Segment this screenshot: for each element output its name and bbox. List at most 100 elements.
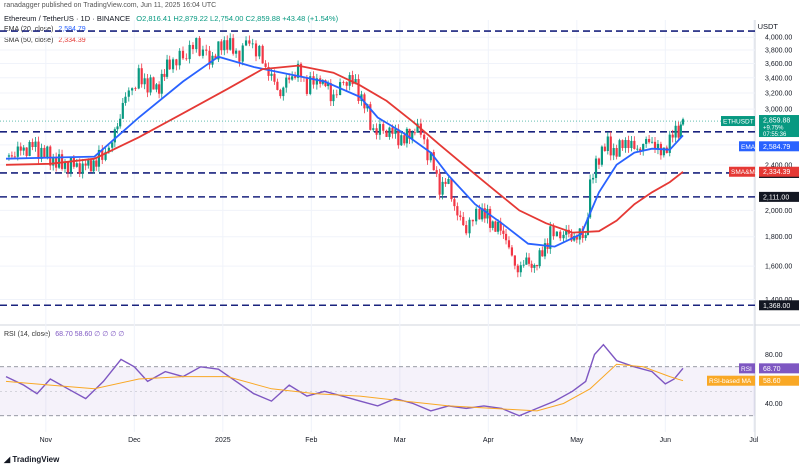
candle-body bbox=[645, 138, 648, 144]
candle-body bbox=[642, 143, 645, 151]
candle-body bbox=[502, 230, 505, 234]
candle-body bbox=[400, 135, 403, 146]
candle-body bbox=[75, 163, 78, 167]
candle-body bbox=[475, 208, 478, 222]
candle-body bbox=[606, 136, 609, 151]
sma-tag-box bbox=[729, 166, 755, 177]
candle-body bbox=[217, 41, 220, 60]
rsi-name-tag: RSI bbox=[741, 366, 752, 373]
ema-value-box bbox=[759, 141, 799, 152]
candle-body bbox=[681, 119, 685, 125]
level-label: 2,111.00 bbox=[763, 194, 789, 201]
candle-body bbox=[397, 129, 400, 146]
candle-body bbox=[594, 158, 598, 178]
candle-body bbox=[516, 265, 519, 273]
candle-body bbox=[388, 127, 391, 137]
candle-body bbox=[163, 73, 166, 77]
currency-label: USDT bbox=[757, 22, 778, 31]
candle-body bbox=[131, 88, 134, 91]
candle-body bbox=[251, 43, 254, 45]
rsi-legend-values: 68.70 58.60 ∅ ∅ ∅ ∅ bbox=[55, 331, 125, 338]
rsi-tick-label: 40.00 bbox=[765, 401, 783, 408]
candle-body bbox=[653, 141, 657, 150]
candle-body bbox=[499, 221, 502, 231]
candle-body bbox=[214, 55, 217, 60]
candle-body bbox=[357, 79, 360, 102]
candle-body bbox=[309, 76, 312, 94]
candle-body bbox=[335, 94, 338, 96]
candle-body bbox=[160, 73, 163, 94]
candle-body bbox=[127, 90, 130, 97]
candle-body bbox=[124, 96, 127, 103]
candle-body bbox=[465, 225, 468, 234]
rsi-line bbox=[5, 343, 684, 417]
rsi-legend-label: RSI (14, close) bbox=[4, 331, 51, 338]
candle-body bbox=[394, 129, 397, 134]
candle-body bbox=[238, 50, 241, 62]
candle-body bbox=[178, 50, 181, 66]
rsi-value-box bbox=[759, 375, 799, 386]
rsi-value-label: 68.70 bbox=[763, 366, 781, 373]
y-tick-label: 2,000.00 bbox=[765, 208, 792, 215]
candle-body bbox=[403, 135, 406, 144]
candle-body bbox=[220, 41, 223, 51]
candle-body bbox=[37, 141, 40, 159]
candle-body bbox=[188, 44, 191, 60]
sma-value-box bbox=[759, 166, 799, 177]
candle-body bbox=[453, 199, 456, 207]
rsi-legend[interactable]: RSI (14, close) 68.70 58.60 ∅ ∅ ∅ ∅ bbox=[4, 330, 124, 338]
candle-body bbox=[496, 221, 500, 232]
candle-body bbox=[273, 73, 276, 82]
candle-body bbox=[636, 148, 639, 150]
candle-body bbox=[413, 132, 416, 134]
candle-body bbox=[597, 158, 601, 165]
ema-tag-box bbox=[739, 141, 755, 152]
candle-body bbox=[581, 228, 584, 239]
candle-body bbox=[84, 163, 87, 166]
candle-body bbox=[34, 141, 37, 148]
candle-body bbox=[483, 208, 486, 219]
candle-body bbox=[58, 154, 61, 168]
candle-body bbox=[510, 247, 514, 256]
candle-body bbox=[624, 140, 627, 149]
candle-body bbox=[621, 140, 624, 149]
candle-body bbox=[478, 208, 481, 220]
sma-legend[interactable]: SMA (50, close) 2,334.39 bbox=[4, 37, 86, 44]
level-label: 1,368.00 bbox=[763, 303, 790, 310]
candle-body bbox=[565, 229, 568, 235]
x-tick-label: Jun bbox=[660, 437, 671, 444]
candle-body bbox=[119, 118, 122, 127]
candle-body bbox=[305, 77, 308, 94]
candle-body bbox=[504, 233, 508, 241]
candle-body bbox=[535, 265, 539, 267]
candle-body bbox=[600, 146, 603, 165]
candle-body bbox=[312, 76, 315, 85]
candle-body bbox=[134, 88, 137, 90]
candle-body bbox=[165, 59, 169, 77]
candle-body bbox=[19, 146, 22, 151]
candle-body bbox=[288, 77, 291, 80]
rsi-name-tag: RSI-based MA bbox=[709, 378, 752, 385]
candle-body bbox=[369, 104, 372, 130]
symbol-title[interactable]: Ethereum / TetherUS · 1D · BINANCE O2,81… bbox=[4, 14, 338, 23]
candle-body bbox=[87, 160, 90, 166]
candle-body bbox=[66, 162, 70, 173]
candle-body bbox=[315, 78, 318, 85]
candle-body bbox=[519, 265, 522, 273]
candle-body bbox=[674, 125, 677, 138]
x-tick-label: Apr bbox=[483, 437, 495, 444]
candle-body bbox=[541, 250, 544, 257]
ema-legend[interactable]: EMA (20, close) 2,584.79 bbox=[4, 26, 86, 33]
candle-body bbox=[332, 94, 335, 102]
candle-body bbox=[89, 160, 93, 172]
candle-body bbox=[575, 236, 578, 240]
y-tick-label: 1,800.00 bbox=[765, 234, 792, 241]
candle-body bbox=[78, 163, 81, 174]
x-tick-label: Feb bbox=[305, 437, 317, 444]
candle-body bbox=[158, 84, 161, 94]
candle-body bbox=[111, 142, 114, 148]
level-label-box bbox=[759, 300, 799, 311]
y-tick-label: 3,200.00 bbox=[765, 90, 792, 97]
y-tick-label: 1,400.00 bbox=[765, 297, 792, 304]
